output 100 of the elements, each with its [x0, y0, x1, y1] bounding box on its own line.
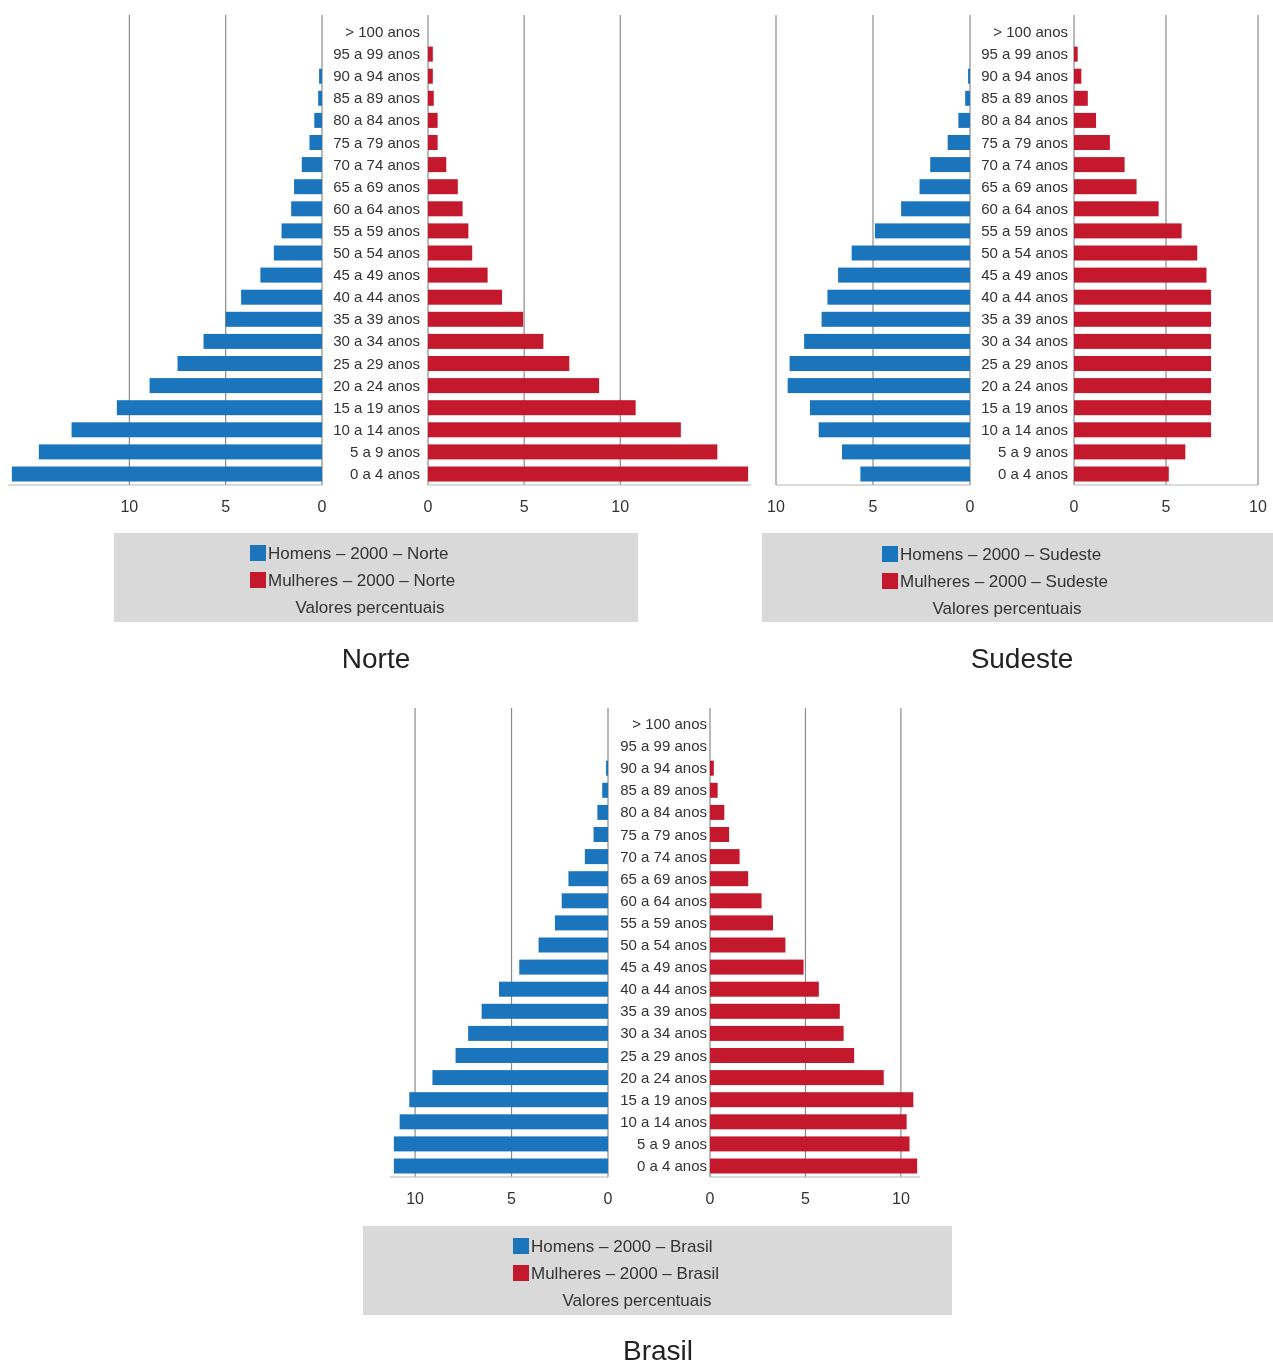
- legend-label: Homens – 2000 – Norte: [268, 544, 449, 563]
- bar: [428, 422, 681, 438]
- bar: [818, 422, 970, 438]
- x-tick-label: 10: [406, 1190, 425, 1207]
- text: Norte: [341, 643, 411, 674]
- bar: [947, 135, 970, 150]
- y-tick-label: 55 a 59 anos: [620, 913, 707, 931]
- y-tick-label: 50 a 54 anos: [333, 244, 420, 261]
- bar: [1074, 68, 1082, 84]
- y-tick-label: 90 a 94 anos: [620, 759, 707, 777]
- y-tick-label: > 100 anos: [345, 23, 420, 40]
- bar: [149, 378, 322, 394]
- y-tick-label: 55 a 59 anos: [333, 221, 420, 239]
- y-tick-label: 20 a 24 anos: [981, 376, 1068, 394]
- bar: [597, 804, 608, 820]
- y-tick-label: 85 a 89 anos: [981, 89, 1068, 107]
- bar: [38, 444, 322, 460]
- bar: [1074, 157, 1125, 173]
- text: Brasil: [622, 1335, 694, 1364]
- y-tick-label: 10 a 14 anos: [333, 420, 420, 438]
- x-tick-label: 0: [705, 1190, 715, 1207]
- bar: [930, 157, 970, 173]
- bar: [851, 245, 970, 261]
- bar: [71, 422, 322, 438]
- x-tick-label: 5: [507, 1190, 517, 1207]
- bar: [901, 201, 970, 217]
- y-tick-label: 35 a 39 anos: [981, 310, 1068, 328]
- y-tick-label: 65 a 69 anos: [620, 869, 707, 887]
- text: Valores percentuais: [295, 598, 445, 617]
- y-tick-label: 60 a 64 anos: [620, 891, 707, 909]
- bar: [428, 90, 434, 106]
- x-tick-label: 10: [892, 1190, 910, 1207]
- bar: [11, 466, 322, 482]
- y-tick-label: 95 a 99 anos: [981, 45, 1068, 63]
- bar: [1074, 245, 1198, 261]
- y-tick-label: 40 a 44 anos: [981, 288, 1068, 306]
- y-tick-label: 75 a 79 anos: [981, 133, 1068, 151]
- bar: [428, 157, 447, 173]
- y-tick-label: 5 a 9 anos: [636, 1134, 707, 1152]
- y-tick-label: 70 a 74 anos: [981, 155, 1068, 173]
- y-tick-label: 60 a 64 anos: [333, 199, 420, 217]
- y-tick-label: 55 a 59 anos: [981, 221, 1068, 239]
- bar: [399, 1114, 608, 1130]
- bar: [710, 1003, 840, 1019]
- bar: [432, 1070, 608, 1086]
- bar: [958, 112, 970, 128]
- y-tick-label: 75 a 79 anos: [620, 825, 707, 843]
- bar: [821, 311, 970, 327]
- x-tick-label: 10: [120, 498, 139, 515]
- y-tick-label: 15 a 19 anos: [981, 398, 1068, 416]
- bar: [428, 356, 570, 371]
- bar: [838, 267, 970, 283]
- bar: [314, 112, 322, 128]
- x-tick-label: 0: [965, 498, 975, 515]
- bar: [319, 68, 322, 84]
- y-tick-label: 80 a 84 anos: [981, 111, 1068, 129]
- bar: [428, 311, 524, 327]
- bar: [1074, 201, 1159, 217]
- y-tick-label: 25 a 29 anos: [333, 354, 420, 372]
- bar: [710, 1070, 884, 1086]
- bar: [710, 893, 762, 909]
- y-tick-label: 75 a 79 anos: [333, 133, 420, 151]
- bar: [428, 46, 433, 62]
- bar: [1074, 333, 1212, 349]
- bar: [710, 1025, 844, 1041]
- bar: [519, 959, 608, 975]
- legend-label: Homens – 2000 – Brasil: [531, 1237, 713, 1256]
- bar: [593, 827, 608, 842]
- y-tick-label: 65 a 69 anos: [333, 177, 420, 195]
- y-tick-label: 80 a 84 anos: [333, 111, 420, 129]
- bar: [554, 915, 608, 931]
- bar: [710, 1092, 914, 1108]
- bar: [294, 179, 322, 195]
- y-tick-label: 15 a 19 anos: [620, 1090, 707, 1108]
- x-tick-label: 10: [611, 498, 630, 515]
- bar: [710, 804, 725, 820]
- y-tick-label: > 100 anos: [993, 23, 1068, 40]
- y-tick-label: 10 a 14 anos: [620, 1112, 707, 1130]
- x-tick-label: 10: [1249, 498, 1267, 515]
- bar: [428, 223, 469, 239]
- bar: [273, 245, 322, 261]
- bar: [710, 782, 718, 798]
- y-tick-label: 25 a 29 anos: [620, 1046, 707, 1064]
- bar: [393, 1158, 608, 1174]
- bar: [428, 400, 636, 416]
- y-tick-label: 35 a 39 anos: [333, 310, 420, 328]
- bar: [301, 157, 322, 173]
- bar: [468, 1025, 608, 1041]
- bar: [710, 981, 819, 997]
- bar: [428, 378, 600, 394]
- y-tick-label: 85 a 89 anos: [333, 89, 420, 107]
- y-tick-label: 70 a 74 anos: [333, 155, 420, 173]
- bar: [804, 333, 970, 349]
- bar: [428, 267, 488, 283]
- bar: [710, 827, 730, 842]
- bar: [874, 223, 970, 239]
- bar: [428, 245, 473, 261]
- y-tick-label: 0 a 4 anos: [997, 465, 1068, 482]
- bar: [428, 333, 544, 349]
- bar: [409, 1092, 608, 1108]
